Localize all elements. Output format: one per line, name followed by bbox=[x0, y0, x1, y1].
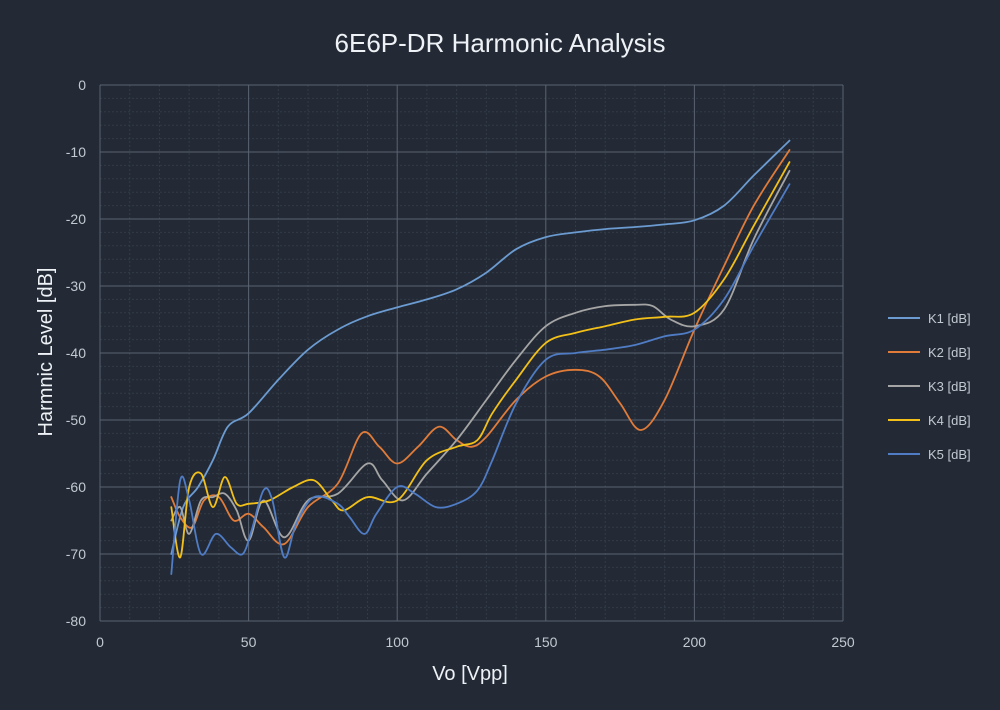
chart-title: 6E6P-DR Harmonic Analysis bbox=[335, 28, 666, 58]
series-line-k4 bbox=[170, 161, 791, 559]
legend-item-k3: K3 [dB] bbox=[888, 379, 971, 394]
x-tick-label: 100 bbox=[386, 634, 410, 650]
x-tick-label: 200 bbox=[683, 634, 707, 650]
legend-item-k2: K2 [dB] bbox=[888, 345, 971, 360]
y-tick-label: -70 bbox=[66, 546, 86, 562]
y-axis-ticks: 0 -10 -20 -30 -40 -50 -60 -70 -80 bbox=[66, 77, 86, 629]
y-tick-label: -20 bbox=[66, 211, 86, 227]
y-tick-label: -80 bbox=[66, 613, 86, 629]
legend: K1 [dB] K2 [dB] K3 [dB] K4 [dB] K5 [dB] bbox=[888, 311, 971, 462]
x-tick-label: 50 bbox=[241, 634, 257, 650]
series-line-k3 bbox=[170, 169, 791, 542]
x-tick-label: 0 bbox=[96, 634, 104, 650]
y-tick-label: -40 bbox=[66, 345, 86, 361]
y-tick-label: -30 bbox=[66, 278, 86, 294]
y-tick-label: -50 bbox=[66, 412, 86, 428]
y-tick-label: -60 bbox=[66, 479, 86, 495]
legend-label: K2 [dB] bbox=[928, 345, 971, 360]
x-axis-ticks: 0 50 100 150 200 250 bbox=[96, 634, 855, 650]
y-axis-title: Harmnic Level [dB] bbox=[35, 268, 57, 437]
legend-label: K4 [dB] bbox=[928, 413, 971, 428]
x-tick-label: 250 bbox=[831, 634, 855, 650]
series-line-k1 bbox=[170, 139, 791, 555]
series-lines bbox=[170, 139, 791, 575]
legend-label: K3 [dB] bbox=[928, 379, 971, 394]
x-tick-label: 150 bbox=[534, 634, 558, 650]
y-tick-label: -10 bbox=[66, 144, 86, 160]
series-line-k5 bbox=[170, 183, 791, 575]
series-line-k2 bbox=[170, 149, 791, 546]
legend-label: K1 [dB] bbox=[928, 311, 971, 326]
legend-item-k4: K4 [dB] bbox=[888, 413, 971, 428]
x-axis-title: Vo [Vpp] bbox=[432, 663, 508, 685]
legend-label: K5 [dB] bbox=[928, 447, 971, 462]
y-tick-label: 0 bbox=[78, 77, 86, 93]
gridlines bbox=[99, 84, 844, 622]
legend-item-k1: K1 [dB] bbox=[888, 311, 971, 326]
legend-item-k5: K5 [dB] bbox=[888, 447, 971, 462]
